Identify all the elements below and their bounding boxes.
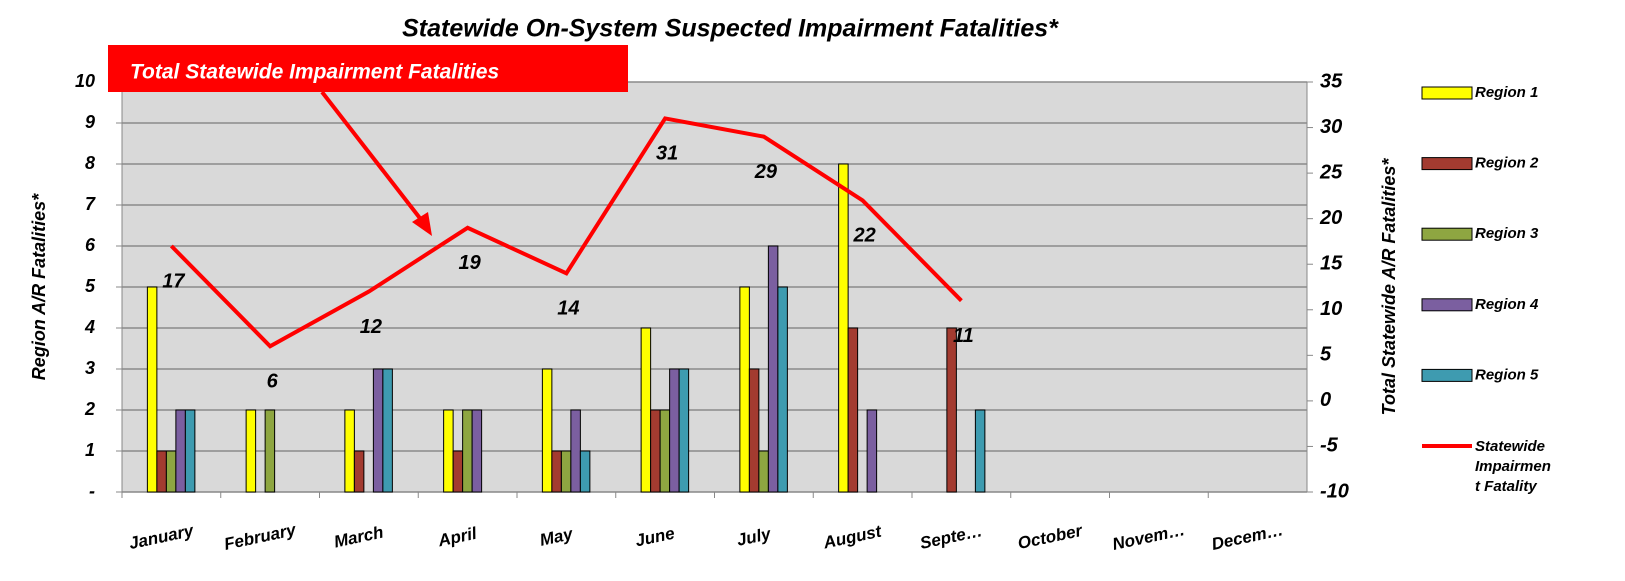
bar [838,163,849,493]
x-tick-label: March [332,523,385,552]
y-tick-label: 6 [85,235,96,255]
x-tick-label: Novem… [1111,520,1187,554]
legend-label: Region 5 [1475,366,1539,383]
bar [184,409,196,493]
chart-title: Statewide On-System Suspected Impairment… [402,15,1059,43]
y2-tick-label: 15 [1320,253,1343,275]
y-tick-label: 5 [85,276,96,296]
bar [570,409,581,493]
legend-swatch [1421,227,1473,241]
y-tick-label: 10 [75,71,95,91]
bar [551,450,562,493]
data-label: 22 [853,225,876,247]
y2-axis-title: Total Statewide A/R Fatalities* [1379,158,1399,416]
bar [462,409,473,493]
y2-tick-label: 25 [1319,161,1343,183]
y-tick-label: 2 [84,399,95,419]
x-tick-label: October [1016,521,1085,553]
bar [758,450,769,493]
legend-label: Region 4 [1475,296,1539,313]
y-tick-label: 7 [85,194,96,214]
annotation-arrow [320,90,428,228]
bar [471,409,483,493]
bar [156,450,167,493]
y2-tick-label: -10 [1320,480,1349,502]
data-label: 11 [953,325,974,347]
bar [669,368,680,493]
bar [974,409,986,493]
x-tick-label: February [222,520,299,554]
x-tick-label: May [538,524,576,550]
bar [659,409,671,493]
x-tick-label: Decem… [1210,520,1285,554]
bar [165,450,177,493]
y2-tick-label: 5 [1320,344,1332,366]
x-tick-label: April [436,523,480,550]
y-tick-label: 9 [85,112,95,132]
bar [866,409,878,493]
bar [452,450,464,493]
y-tick-label: 4 [84,317,95,337]
legend-label: Region 3 [1475,225,1539,242]
bar [344,409,355,493]
data-label: 17 [162,270,185,292]
bar [560,450,572,493]
annotation-box [108,45,628,92]
bar [678,368,690,493]
bar [541,368,553,493]
bar [640,327,652,493]
x-tick-label: January [127,521,196,553]
data-label: 6 [267,371,279,393]
x-tick-label: June [634,524,677,551]
bar [443,409,454,493]
bar [946,327,957,493]
legend-label: Statewide Impairment Fatality [1475,438,1551,495]
data-label: 12 [360,316,382,338]
legend-label: Region 1 [1475,84,1538,101]
y-tick-label: 1 [85,440,95,460]
legend-swatch [1421,368,1473,382]
bar [847,327,859,493]
bar [382,368,393,493]
data-label: 14 [557,298,579,320]
bar [264,409,276,493]
bar [767,245,779,493]
legend-swatch [1421,157,1473,171]
data-label: 29 [754,161,778,183]
data-label: 31 [656,143,678,165]
legend-swatch [1421,86,1473,100]
bar [650,409,661,493]
y2-tick-label: 30 [1320,116,1342,138]
legend-swatch [1421,298,1473,312]
y-axis-title: Region A/R Fatalities* [29,193,49,380]
y-tick-label: 3 [85,358,95,378]
arrow-head [412,212,432,236]
y2-tick-label: 20 [1319,207,1342,229]
bar [175,409,186,493]
y-tick-label: 8 [85,153,95,173]
y2-tick-label: 10 [1320,298,1342,320]
bar [579,450,591,493]
annotation-text: Total Statewide Impairment Fatalities [130,61,499,84]
bar [372,368,384,493]
y2-tick-label: 35 [1320,70,1343,92]
x-tick-label: July [735,524,774,550]
bar [777,286,788,493]
data-label: 19 [459,252,482,274]
legend-label: Region 2 [1475,155,1539,172]
line [169,116,963,349]
x-tick-label: Septe… [918,521,984,553]
bar [245,409,257,493]
bar [146,286,158,493]
y2-tick-label: -5 [1320,435,1339,457]
y2-tick-label: 0 [1320,389,1331,411]
y-tick-label: - [89,481,95,501]
x-tick-label: August [821,521,885,552]
bar [353,450,365,493]
bar [739,286,750,493]
bar [748,368,760,493]
